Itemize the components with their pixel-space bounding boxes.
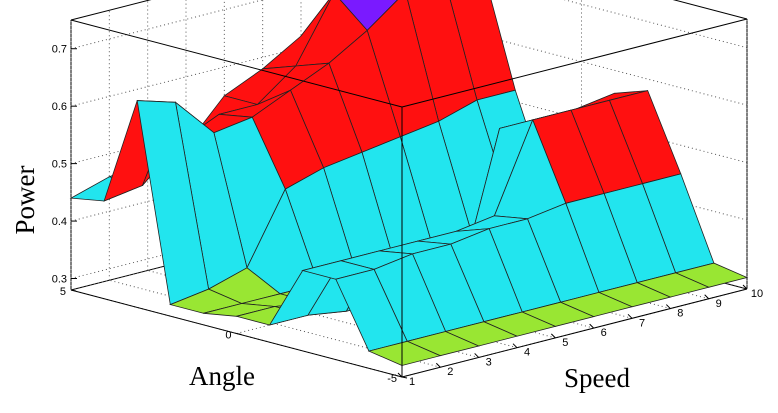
speed-tick-label: 2 xyxy=(447,366,453,378)
z-tick-label: 0.4 xyxy=(52,216,67,228)
speed-tick-label: 3 xyxy=(486,356,492,368)
speed-tick-mark xyxy=(742,284,748,290)
speed-tick-label: 6 xyxy=(601,327,607,339)
z-tick-label: 0.7 xyxy=(52,44,67,56)
angle-tick-label: -5 xyxy=(387,373,397,385)
x-axis-label: Angle xyxy=(189,361,255,391)
speed-tick-mark xyxy=(627,313,633,319)
box-edge xyxy=(70,19,403,108)
z-tick-label: 0.6 xyxy=(52,101,67,113)
speed-tick-mark xyxy=(665,304,671,309)
angle-tick-label: 5 xyxy=(60,286,66,298)
angle-tick-mark xyxy=(70,289,77,292)
tick-labels: 0.3 0.4 0.5 0.6 0.7 5 0 -5 1 2 3 4 5 6 7 8 9 10 xyxy=(52,44,763,388)
angle-tick-mark xyxy=(401,376,408,379)
speed-tick-label: 1 xyxy=(409,376,415,388)
speed-tick-mark xyxy=(512,343,518,349)
surface-mesh xyxy=(69,0,749,366)
z-tick-label: 0.5 xyxy=(52,159,67,171)
surface-patch xyxy=(367,340,442,366)
speed-tick-label: 4 xyxy=(524,347,530,359)
speed-tick-label: 10 xyxy=(751,288,763,300)
box-edge xyxy=(672,0,748,20)
speed-tick-label: 5 xyxy=(562,337,568,349)
axes-box-front xyxy=(70,18,748,378)
speed-tick-mark xyxy=(550,333,556,339)
speed-axis-line xyxy=(401,288,748,378)
angle-tick-mark xyxy=(236,333,242,335)
speed-tick-mark xyxy=(474,353,480,358)
speed-tick-mark xyxy=(704,294,710,300)
z-tick-label: 0.3 xyxy=(52,274,67,286)
speed-tick-label: 7 xyxy=(639,317,645,329)
speed-tick-label: 8 xyxy=(677,308,683,320)
speed-tick-mark xyxy=(589,323,595,329)
speed-tick-mark xyxy=(397,372,403,378)
z-axis-label: Power xyxy=(10,166,40,235)
angle-tick-label: 0 xyxy=(225,330,231,342)
box-edge xyxy=(70,0,152,21)
speed-tick-label: 9 xyxy=(716,298,722,310)
box-edge xyxy=(401,18,748,108)
speed-tick-mark xyxy=(435,362,441,368)
y-axis-label: Speed xyxy=(564,363,630,393)
